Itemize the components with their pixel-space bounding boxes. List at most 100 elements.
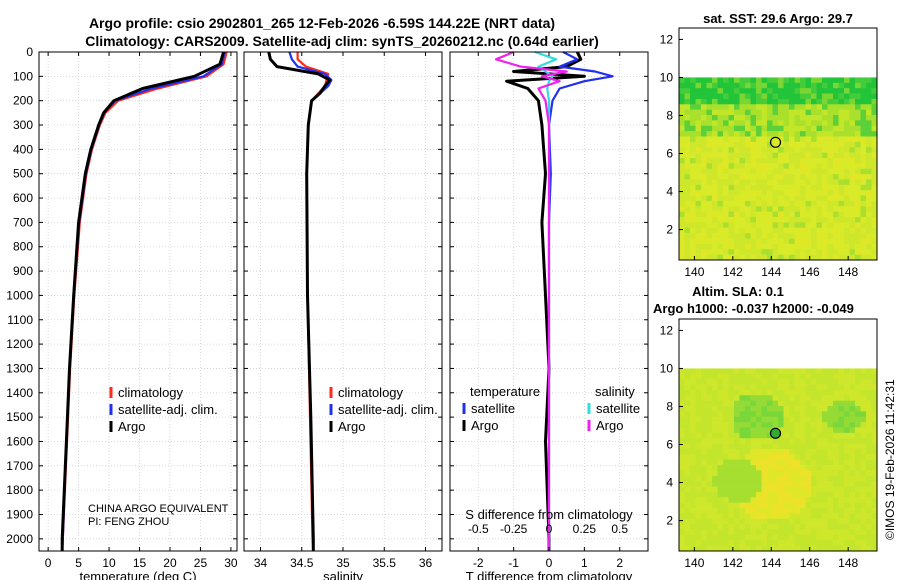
map-cell — [794, 443, 801, 450]
map-cell — [739, 513, 746, 520]
map-cell — [838, 168, 845, 175]
map-cell — [734, 384, 740, 391]
map-frame — [678, 27, 878, 261]
map-cell — [679, 465, 685, 471]
map-cell — [701, 104, 707, 110]
map-cell — [778, 254, 784, 261]
map-cell — [811, 470, 817, 477]
map-cell — [871, 179, 878, 186]
map-cell — [860, 157, 867, 164]
map-cell — [734, 422, 740, 428]
map-cell — [800, 254, 806, 261]
map-cell — [690, 416, 696, 423]
map-cell — [789, 206, 795, 212]
map-cell — [767, 454, 773, 461]
map-cell — [794, 254, 801, 261]
map-cell — [772, 136, 779, 143]
map-cell — [706, 411, 713, 418]
map-cell — [712, 411, 718, 418]
map-cell — [761, 384, 768, 391]
map-cell — [838, 406, 845, 412]
map-cell — [816, 249, 823, 255]
x-tick-label: 15 — [133, 556, 147, 570]
map-cell — [783, 120, 790, 127]
map-cell — [717, 184, 724, 191]
map-cell — [789, 88, 795, 94]
map-cell — [838, 174, 845, 180]
map-cell — [679, 125, 685, 132]
map-cell — [794, 534, 801, 541]
map-cell — [723, 174, 729, 180]
map-cell — [855, 168, 861, 175]
map-cell — [701, 238, 707, 245]
map-cell — [734, 206, 740, 212]
map-cell — [684, 513, 691, 520]
map-cell — [871, 491, 878, 498]
map-cell — [827, 82, 834, 89]
map-cell — [761, 109, 768, 116]
map-cell — [827, 152, 834, 159]
map-cell — [706, 98, 713, 105]
map-cell — [805, 368, 812, 375]
map-cell — [750, 227, 757, 234]
map-cell — [761, 465, 768, 471]
map-cell — [750, 475, 757, 482]
map-cell — [833, 513, 839, 520]
map-cell — [684, 233, 691, 239]
map-cell — [734, 411, 740, 418]
map-cell — [811, 443, 817, 450]
map-cell — [860, 491, 867, 498]
map-cell — [822, 98, 828, 105]
map-cell — [778, 389, 784, 396]
map-cell — [827, 513, 834, 520]
map-cell — [706, 243, 713, 250]
map-cell — [712, 518, 718, 525]
map-cell — [789, 125, 795, 132]
map-cell — [789, 190, 795, 196]
map-cell — [871, 368, 878, 375]
map-cell — [728, 448, 735, 455]
map-cell — [756, 481, 762, 487]
x-tick-label: 35.5 — [373, 556, 397, 570]
map-cell — [706, 465, 713, 471]
map-cell — [761, 115, 768, 121]
map-cell — [783, 190, 790, 196]
map-cell — [860, 184, 867, 191]
map-cell — [811, 109, 817, 116]
map-cell — [745, 152, 751, 159]
map-cell — [723, 465, 729, 471]
map-cell — [871, 432, 878, 439]
map-cell — [838, 243, 845, 250]
legend-label: climatology — [338, 385, 404, 400]
map-cell — [684, 534, 691, 541]
map-cell — [827, 88, 834, 94]
map-cell — [871, 238, 878, 245]
map-cell — [745, 131, 751, 137]
map-cell — [811, 163, 817, 170]
map-cell — [778, 368, 784, 375]
map-cell — [805, 465, 812, 471]
map-cell — [690, 217, 696, 223]
top-x-tick-label: 0.25 — [573, 522, 597, 536]
map-cell — [816, 141, 823, 148]
map-cell — [789, 147, 795, 153]
map-cell — [871, 475, 878, 482]
map-cell — [855, 163, 861, 170]
map-cell — [734, 454, 740, 461]
map-cell — [706, 389, 713, 396]
map-cell — [849, 243, 856, 250]
map-cell — [756, 222, 762, 229]
map-cell — [778, 454, 784, 461]
map-cell — [783, 389, 790, 396]
map-cell — [695, 222, 702, 229]
map-cell — [767, 120, 773, 127]
map-cell — [844, 470, 850, 477]
map-cell — [761, 459, 768, 466]
map-cell — [750, 406, 757, 412]
series-line-argo — [267, 51, 332, 551]
map-cell — [866, 141, 872, 148]
map-cell — [855, 389, 861, 396]
map-cell — [772, 120, 779, 127]
map-cell — [789, 406, 795, 412]
map-cell — [756, 470, 762, 477]
